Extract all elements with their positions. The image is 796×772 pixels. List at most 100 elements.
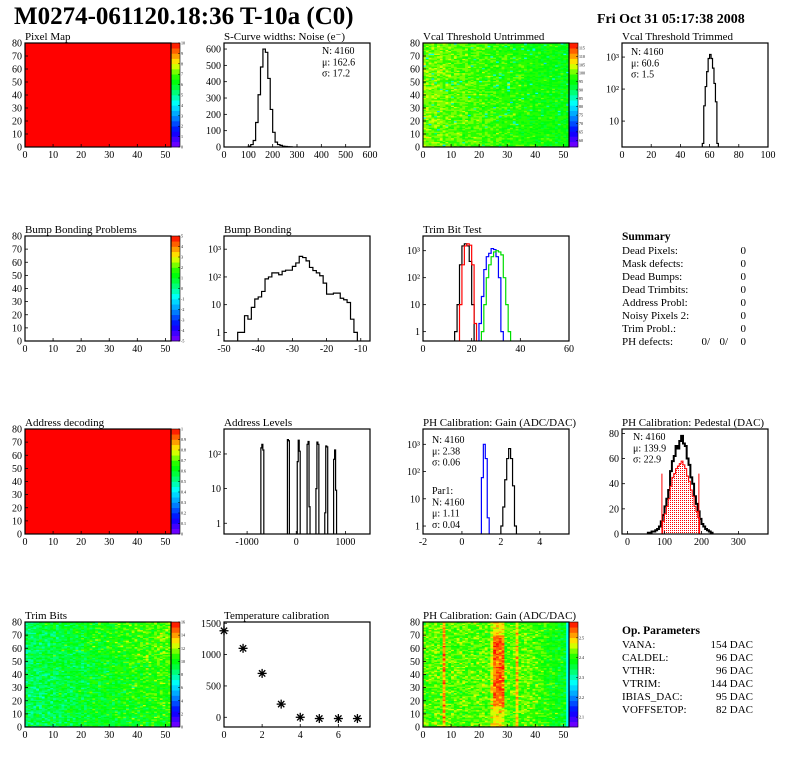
heatmap-cell [512,91,516,93]
heatmap-cell [470,92,474,94]
heatmap-cell [476,44,480,46]
heatmap-cell [431,143,435,145]
heatmap-cell [434,69,438,71]
heatmap-cell [521,88,525,91]
heatmap-cell [431,79,435,81]
color-scale-band [569,79,578,85]
heatmap-cell [423,44,427,46]
heatmap-cell [453,98,457,101]
heatmap-cell [437,121,441,123]
heatmap-cell [526,72,530,75]
heatmap-cell [518,48,522,50]
heatmap-cell [437,75,441,78]
heatmap-cell [507,123,511,126]
heatmap-cell [423,111,427,114]
heatmap-cell [521,74,525,76]
heatmap-cell [515,126,519,128]
heatmap-cell [521,143,525,145]
heatmap-cell [453,76,457,79]
heatmap-cell [473,70,477,72]
heatmap-cell [512,113,516,115]
heatmap-cell [459,79,463,81]
heatmap-cell [425,105,429,107]
heatmap-cell [504,69,508,71]
heatmap-cell [479,58,483,61]
heatmap-cell [467,115,472,118]
heatmap-cell [423,63,427,66]
heatmap-cell [431,82,435,84]
heatmap-cell [467,65,472,67]
heatmap-cell [501,75,505,78]
heatmap-cell [481,59,486,62]
heatmap-cell [456,105,460,107]
heatmap-cell [439,114,443,117]
x-tick-label: 0 [421,150,426,161]
heatmap-cell [484,89,488,92]
heatmap-cell [518,75,522,78]
op-parameter-value: 96 DAC [716,652,753,664]
heatmap-cell [448,92,452,94]
heatmap-cell [451,71,455,74]
heatmap-cell [439,143,443,145]
heatmap-cell [501,88,505,91]
op-parameter-label: VTRIM: [622,678,661,690]
heatmap-cell [442,110,446,113]
heatmap-cell [512,75,516,78]
heatmap-cell [518,76,522,79]
heatmap-cell [423,135,427,137]
heatmap-cell [462,143,466,145]
heatmap-cell [529,144,533,146]
heatmap-cell [476,74,480,76]
heatmap-cell [434,65,438,67]
heatmap-cell [462,44,466,46]
heatmap-cell [431,88,435,91]
heatmap-cell [493,89,497,92]
heatmap-cell [470,144,474,146]
heatmap-cell [470,104,474,106]
heatmap-cell [431,118,435,120]
heatmap-cell [423,113,427,115]
heatmap-cell [451,79,455,81]
heatmap-cell [504,128,508,131]
heatmap-cell [453,57,457,59]
heatmap-cell [476,49,480,52]
heatmap-cell [496,105,500,107]
heatmap-cell [526,144,530,146]
heatmap-cell [439,59,443,62]
heatmap-cell [439,102,443,105]
heatmap-cell [467,52,472,54]
heatmap-cell [512,140,516,143]
heatmap-cell [515,85,519,88]
heatmap-cell [521,82,525,84]
heatmap-cell [456,123,460,126]
heatmap-cell [428,89,432,92]
color-scale-label: 0.4 [181,490,186,495]
heatmap-cell [470,83,474,85]
heatmap-cell [445,43,449,45]
heatmap-cell [462,45,466,48]
heatmap-cell [445,57,449,59]
heatmap-cell [493,88,497,91]
heatmap-cell [470,100,474,102]
heatmap-cell [465,54,469,57]
heatmap-cell [456,44,460,46]
heatmap-cell [496,57,500,59]
heatmap-cell [524,111,528,114]
heatmap-cell [490,100,494,102]
y-tick-label: 10 [12,516,22,527]
heatmap-cell [425,118,429,120]
heatmap-cell [498,75,502,78]
heatmap-cell [512,144,516,146]
heatmap-cell [501,70,505,72]
heatmap-cell [512,118,516,120]
heatmap-cell [431,115,435,118]
heatmap-cell [496,52,500,54]
plot-pad: S-Curve widths: Noise (e⁻)0 100 200 300 400 5… [206,31,378,161]
heatmap-cell [448,111,452,114]
heatmap-cell [448,100,452,102]
heatmap-cell [467,49,472,52]
heatmap-cell [445,113,449,115]
heatmap-cell [487,91,491,93]
heatmap-cell [453,110,457,113]
